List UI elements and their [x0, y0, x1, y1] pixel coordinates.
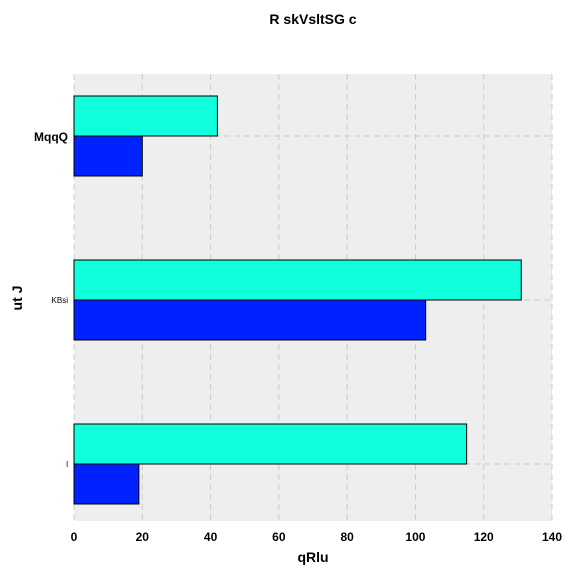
bars: [73, 95, 522, 505]
x-tick-label: 140: [542, 530, 562, 544]
x-axis-label: qRlu: [297, 549, 328, 565]
y-tick-label: MqqQ: [34, 130, 68, 144]
chart-title: R skVsltSG c: [269, 11, 356, 27]
x-tick-label: 60: [272, 530, 286, 544]
x-tick-label: 100: [405, 530, 425, 544]
bar-MqqQ-series-1: [73, 95, 218, 137]
x-tick-label: 0: [71, 530, 78, 544]
bar-KBsi-series-1: [73, 259, 522, 301]
bar-KBsi-series-2: [73, 299, 427, 341]
x-tick-label: 20: [136, 530, 150, 544]
bar-l-series-1: [73, 423, 468, 465]
y-tick-label: l: [66, 460, 68, 469]
bar-l-series-2: [73, 463, 140, 505]
x-tick-label: 80: [340, 530, 354, 544]
x-tick-label: 120: [474, 530, 494, 544]
y-axis-label: ut J: [9, 286, 25, 311]
x-tick-label: 40: [204, 530, 218, 544]
x-tick-labels: 0 20 40 60 80 100 120 140: [71, 530, 563, 544]
y-tick-labels: MqqQ KBsi l: [34, 130, 68, 469]
y-tick-label: KBsi: [52, 296, 69, 305]
bar-MqqQ-series-2: [73, 135, 143, 177]
